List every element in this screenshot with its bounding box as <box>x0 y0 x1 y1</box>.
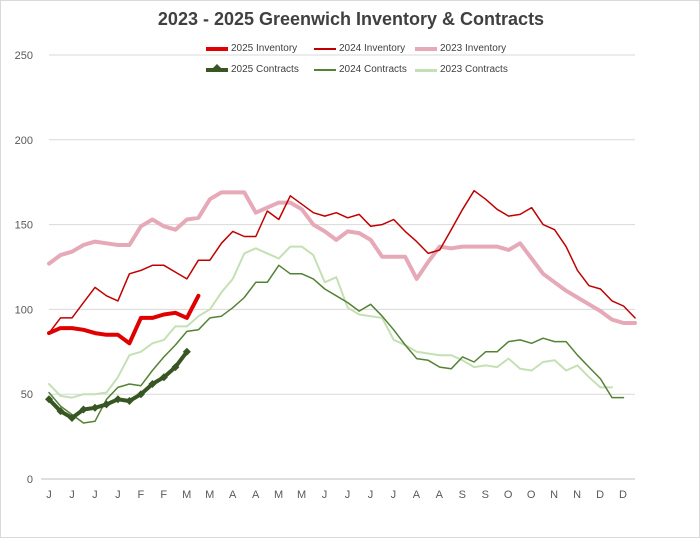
x-tick-label: F <box>160 489 167 501</box>
x-tick-label: N <box>573 489 581 501</box>
x-tick-label: J <box>46 489 52 501</box>
x-tick-label: J <box>368 489 374 501</box>
x-tick-label: J <box>322 489 328 501</box>
x-tick-label: O <box>527 489 536 501</box>
x-tick-label: J <box>115 489 121 501</box>
x-tick-label: O <box>504 489 513 501</box>
chart-title: 2023 - 2025 Greenwich Inventory & Contra… <box>157 9 545 29</box>
x-tick-label: J <box>69 489 75 501</box>
data-point <box>79 405 88 414</box>
legend-swatch <box>415 69 437 72</box>
legend-label: 2024 Contracts <box>339 64 407 75</box>
legend-label: 2023 Contracts <box>440 64 508 75</box>
legend-label: 2025 Contracts <box>231 64 299 75</box>
data-point <box>90 403 99 412</box>
data-point <box>56 407 65 416</box>
series-line-2025-contracts <box>47 349 189 420</box>
series-line-2024-contracts <box>48 264 625 424</box>
y-tick-label: 50 <box>21 389 33 401</box>
x-tick-label: F <box>137 489 144 501</box>
x-tick-label: A <box>436 489 444 501</box>
data-point <box>148 380 157 389</box>
series-line-2024-inventory <box>48 189 636 334</box>
legend-swatch <box>415 47 437 51</box>
x-tick-label: M <box>205 489 214 501</box>
x-tick-label: J <box>92 489 98 501</box>
x-tick-label: A <box>252 489 260 501</box>
data-point <box>102 400 111 409</box>
data-point <box>113 395 122 404</box>
data-point <box>136 390 145 399</box>
series-line-2025-inventory <box>47 293 201 346</box>
y-tick-label: 200 <box>15 135 33 147</box>
x-tick-label: D <box>596 489 604 501</box>
legend-swatch <box>206 47 228 51</box>
data-point <box>159 373 168 382</box>
x-tick-label: N <box>550 489 558 501</box>
y-tick-label: 150 <box>15 220 33 232</box>
data-point <box>67 413 76 422</box>
x-tick-label: J <box>345 489 351 501</box>
data-point <box>125 396 134 405</box>
data-point <box>182 347 191 356</box>
legend-label: 2023 Inventory <box>440 43 507 54</box>
x-tick-label: M <box>182 489 191 501</box>
x-tick-label: S <box>482 489 489 501</box>
y-tick-label: 250 <box>15 50 33 62</box>
legend-swatch <box>314 69 336 71</box>
x-tick-label: M <box>297 489 306 501</box>
series-line-2023-inventory <box>47 190 637 325</box>
x-tick-label: A <box>413 489 421 501</box>
x-tick-label: D <box>619 489 627 501</box>
x-tick-label: S <box>459 489 466 501</box>
data-point <box>171 363 180 372</box>
legend-label: 2025 Inventory <box>231 43 298 54</box>
legend-label: 2024 Inventory <box>339 43 406 54</box>
y-tick-label: 100 <box>15 304 33 316</box>
x-tick-label: A <box>229 489 237 501</box>
y-tick-label: 0 <box>27 474 33 486</box>
x-tick-label: M <box>274 489 283 501</box>
legend-swatch <box>314 48 336 50</box>
series-line-2023-contracts <box>48 245 613 399</box>
data-point <box>45 395 53 404</box>
x-tick-label: J <box>391 489 397 501</box>
legend-marker-diamond <box>213 64 221 72</box>
